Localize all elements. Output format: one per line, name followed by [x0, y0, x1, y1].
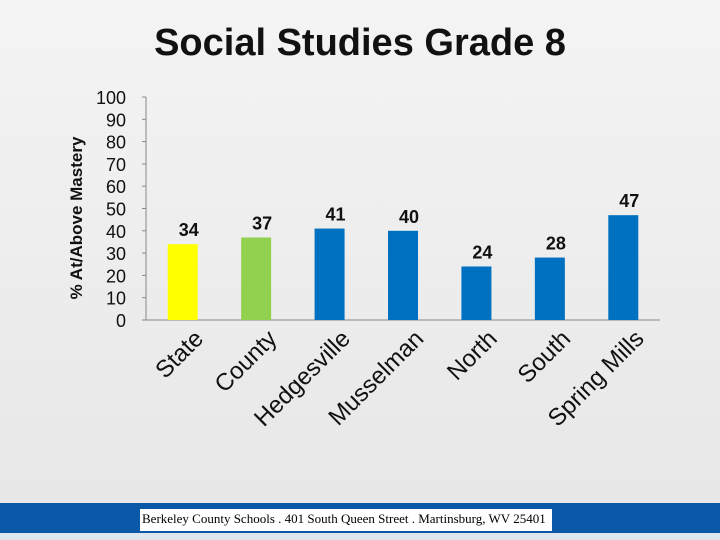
- data-label: 28: [546, 234, 566, 254]
- footer-strip: [0, 533, 720, 540]
- category-label: North: [442, 325, 503, 386]
- data-label: 41: [326, 205, 346, 225]
- data-label: 24: [472, 242, 492, 262]
- y-tick-label: 60: [106, 177, 126, 197]
- bar-north: [461, 266, 492, 320]
- data-label: 47: [619, 191, 639, 211]
- y-tick-label: 100: [96, 88, 126, 108]
- y-tick-label: 20: [106, 266, 126, 286]
- y-tick-label: 30: [106, 244, 126, 264]
- y-tick-label: 40: [106, 222, 126, 242]
- category-label: South: [513, 325, 576, 388]
- bar-state: [167, 244, 198, 320]
- footer-address: Berkeley County Schools . 401 South Quee…: [140, 509, 552, 531]
- category-label: State: [150, 325, 209, 384]
- bar-hedgesville: [314, 228, 345, 320]
- chart-title: Social Studies Grade 8: [154, 22, 566, 64]
- data-label: 40: [399, 207, 419, 227]
- y-tick-label: 0: [116, 311, 126, 331]
- bar-county: [241, 237, 272, 320]
- y-tick-label: 80: [106, 133, 126, 153]
- data-label: 37: [252, 213, 272, 233]
- y-axis-label: % At/Above Mastery: [67, 136, 86, 299]
- footer-bar: Berkeley County Schools . 401 South Quee…: [0, 503, 720, 533]
- category-label: County: [210, 325, 283, 398]
- y-tick-label: 70: [106, 155, 126, 175]
- bar-musselman: [388, 230, 418, 320]
- y-tick-label: 50: [106, 200, 126, 220]
- data-label: 34: [179, 220, 199, 240]
- y-tick-label: 10: [106, 289, 126, 309]
- bar-spring-mills: [608, 215, 639, 320]
- y-tick-label: 90: [106, 110, 126, 130]
- bar-south: [534, 257, 565, 320]
